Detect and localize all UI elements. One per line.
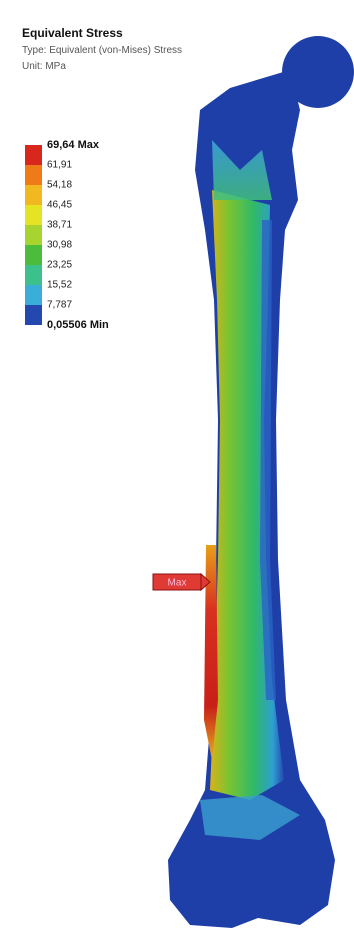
legend-swatch	[25, 145, 42, 165]
unit-line: Unit: MPa	[22, 61, 66, 72]
probe: Max	[153, 574, 210, 590]
probe-label: Max	[168, 578, 187, 589]
legend-swatch	[25, 165, 42, 185]
legend: 69,64 Max 61,91 54,18 46,45 38,71 30,98 23,25 1…	[25, 139, 109, 331]
legend-label: 61,91	[47, 160, 72, 171]
legend-label: 38,71	[47, 220, 72, 231]
legend-swatch	[25, 305, 42, 325]
legend-swatch	[25, 285, 42, 305]
legend-label: 46,45	[47, 200, 72, 211]
legend-label: 69,64 Max	[47, 139, 100, 151]
legend-swatch	[25, 245, 42, 265]
legend-label: 54,18	[47, 180, 72, 191]
type-line: Type: Equivalent (von-Mises) Stress	[22, 45, 182, 56]
legend-swatch	[25, 265, 42, 285]
legend-swatch	[25, 225, 42, 245]
legend-label: 23,25	[47, 260, 72, 271]
legend-swatch	[25, 205, 42, 225]
femur-model	[168, 36, 354, 928]
legend-label: 30,98	[47, 240, 72, 251]
legend-label: 15,52	[47, 280, 72, 291]
title: Equivalent Stress	[22, 26, 123, 40]
legend-label: 0,05506 Min	[47, 319, 109, 331]
legend-swatch	[25, 185, 42, 205]
screenshot: Max Equivalent Stress Type: Equivalent (…	[0, 0, 354, 933]
legend-label: 7,787	[47, 300, 72, 311]
